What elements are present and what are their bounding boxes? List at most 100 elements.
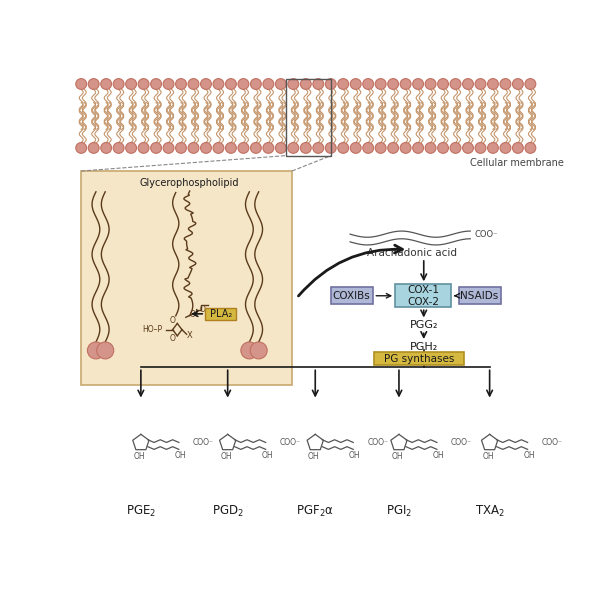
Circle shape [125, 142, 137, 153]
Circle shape [125, 79, 137, 89]
Circle shape [450, 142, 461, 153]
Bar [331, 287, 373, 304]
Circle shape [88, 142, 99, 153]
Text: OH: OH [220, 452, 232, 461]
Circle shape [241, 342, 258, 359]
Circle shape [97, 342, 114, 359]
Text: OH: OH [433, 451, 444, 460]
Circle shape [151, 79, 161, 89]
Text: OH: OH [523, 451, 535, 460]
Circle shape [163, 142, 174, 153]
Text: NSAIDs: NSAIDs [460, 291, 499, 301]
Circle shape [350, 142, 361, 153]
Circle shape [213, 79, 224, 89]
Circle shape [176, 142, 187, 153]
Text: OH: OH [349, 451, 361, 460]
Circle shape [500, 142, 511, 153]
Circle shape [250, 79, 262, 89]
Text: COO⁻: COO⁻ [280, 438, 301, 447]
Circle shape [437, 79, 448, 89]
Circle shape [88, 342, 104, 359]
Circle shape [512, 79, 523, 89]
Circle shape [288, 79, 299, 89]
Circle shape [425, 142, 436, 153]
Text: OH: OH [175, 451, 186, 460]
Text: PGI$_2$: PGI$_2$ [386, 504, 412, 519]
Circle shape [188, 79, 199, 89]
Circle shape [188, 142, 199, 153]
Bar [395, 284, 451, 307]
Circle shape [275, 79, 286, 89]
Circle shape [263, 79, 274, 89]
Circle shape [363, 79, 374, 89]
Text: HO–P: HO–P [142, 325, 163, 334]
Bar [458, 287, 501, 304]
Text: COO⁻: COO⁻ [474, 230, 497, 239]
Text: O: O [170, 316, 176, 325]
Circle shape [238, 142, 249, 153]
Circle shape [325, 79, 336, 89]
Circle shape [512, 142, 523, 153]
Circle shape [413, 79, 424, 89]
Circle shape [413, 142, 424, 153]
Text: PG synthases: PG synthases [384, 353, 454, 363]
Circle shape [325, 142, 336, 153]
Text: COXIBs: COXIBs [333, 291, 371, 301]
Circle shape [338, 142, 349, 153]
Circle shape [400, 142, 411, 153]
Circle shape [275, 142, 286, 153]
Text: Arachadonic acid: Arachadonic acid [367, 248, 457, 258]
Circle shape [525, 142, 536, 153]
Circle shape [250, 342, 267, 359]
Bar [374, 352, 464, 365]
Bar [81, 171, 292, 385]
Text: OH: OH [262, 451, 273, 460]
Circle shape [400, 79, 411, 89]
Circle shape [263, 142, 274, 153]
Circle shape [238, 79, 249, 89]
Circle shape [76, 79, 86, 89]
Circle shape [338, 79, 349, 89]
Circle shape [226, 142, 236, 153]
Text: COO⁻: COO⁻ [542, 438, 563, 447]
Circle shape [313, 79, 323, 89]
Circle shape [425, 79, 436, 89]
Text: X: X [187, 332, 193, 340]
Bar [205, 308, 236, 320]
Circle shape [101, 79, 112, 89]
Text: COO⁻: COO⁻ [193, 438, 214, 447]
Circle shape [200, 79, 211, 89]
Circle shape [350, 79, 361, 89]
Circle shape [163, 79, 174, 89]
Circle shape [488, 79, 499, 89]
Text: PGG₂: PGG₂ [409, 320, 438, 330]
Circle shape [213, 142, 224, 153]
Circle shape [375, 142, 386, 153]
Circle shape [475, 79, 486, 89]
Circle shape [176, 79, 187, 89]
Circle shape [463, 142, 473, 153]
Text: COO⁻: COO⁻ [367, 438, 388, 447]
Text: TXA$_2$: TXA$_2$ [475, 504, 505, 519]
Circle shape [113, 142, 124, 153]
Circle shape [363, 142, 374, 153]
Circle shape [375, 79, 386, 89]
Circle shape [113, 79, 124, 89]
Circle shape [138, 79, 149, 89]
Text: PGF$_2$α: PGF$_2$α [296, 504, 334, 519]
Circle shape [88, 79, 99, 89]
Text: O: O [199, 305, 205, 314]
Circle shape [500, 79, 511, 89]
Circle shape [200, 142, 211, 153]
Text: COO⁻: COO⁻ [451, 438, 472, 447]
Bar [286, 79, 331, 155]
Circle shape [488, 142, 499, 153]
Circle shape [226, 79, 236, 89]
Text: OH: OH [134, 452, 145, 461]
Text: PLA₂: PLA₂ [209, 309, 232, 319]
Circle shape [388, 79, 398, 89]
Text: O: O [170, 335, 176, 343]
Circle shape [463, 79, 473, 89]
Circle shape [313, 142, 323, 153]
Text: COX-1
COX-2: COX-1 COX-2 [407, 285, 439, 307]
